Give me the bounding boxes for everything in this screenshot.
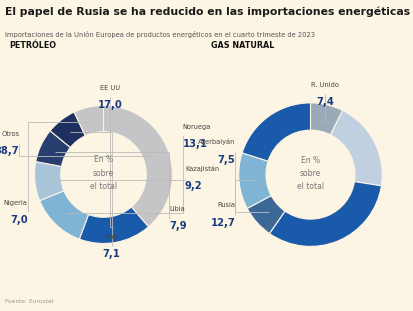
Text: 9,2: 9,2 [185,181,202,191]
Wedge shape [330,110,381,186]
Wedge shape [103,105,172,227]
Text: EE UU: EE UU [100,85,120,91]
Wedge shape [36,131,70,166]
Text: 13,1: 13,1 [183,139,207,149]
Text: En %
sobre
el total: En % sobre el total [90,156,117,191]
Wedge shape [238,153,271,208]
Text: Importaciones de la Unión Europea de productos energéticos en el cuarto trimeste: Importaciones de la Unión Europea de pro… [5,31,314,38]
Text: Rusia: Rusia [217,202,235,208]
Text: Fuente: Eurostat: Fuente: Eurostat [5,299,53,304]
Text: 12,7: 12,7 [210,218,235,228]
Wedge shape [269,182,380,246]
Wedge shape [247,196,284,234]
Wedge shape [50,112,85,147]
Text: Nigeria: Nigeria [4,200,28,206]
Text: El papel de Rusia se ha reducido en las importaciones energéticas eur: El papel de Rusia se ha reducido en las … [5,7,413,17]
Wedge shape [310,103,342,135]
Text: 7,5: 7,5 [217,155,235,165]
Wedge shape [74,105,103,136]
Text: Irak: Irak [105,234,118,240]
Text: 38,7: 38,7 [0,146,19,156]
Text: 7,4: 7,4 [315,97,333,107]
Text: 7,0: 7,0 [10,215,28,225]
Text: En %
sobre
el total: En % sobre el total [296,156,323,191]
Text: Noruega: Noruega [183,124,211,130]
Text: 7,1: 7,1 [102,249,121,259]
Text: R. Unido: R. Unido [310,82,338,88]
Text: Kazajistán: Kazajistán [185,166,218,172]
Wedge shape [242,103,310,161]
Text: Libia: Libia [169,207,184,212]
Text: PETRÓLEO: PETRÓLEO [9,41,56,50]
Wedge shape [34,162,64,201]
Wedge shape [40,191,88,239]
Text: Otros: Otros [1,131,19,137]
Text: 7,9: 7,9 [169,221,186,231]
Text: GAS NATURAL: GAS NATURAL [211,41,274,50]
Wedge shape [79,207,148,244]
Text: Azerbaiyán: Azerbaiyán [197,139,235,145]
Text: 17,0: 17,0 [98,100,123,110]
